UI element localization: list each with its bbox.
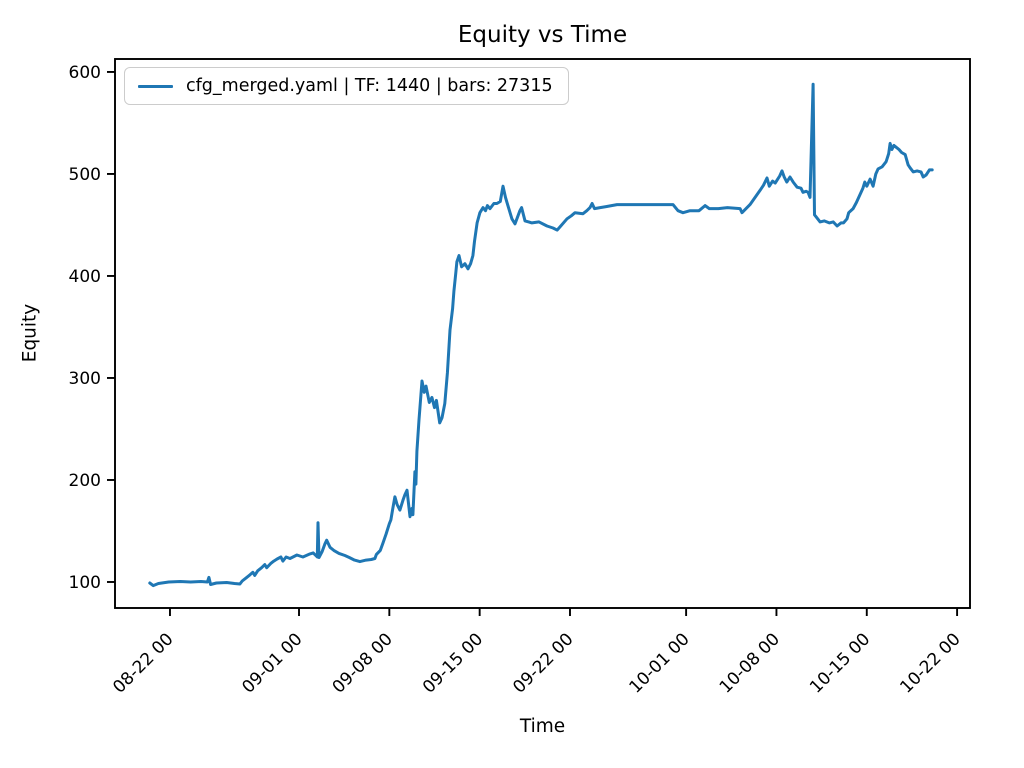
equity-line: [148, 82, 934, 588]
y-axis-label: Equity: [19, 303, 41, 363]
chart-title: Equity vs Time: [457, 22, 628, 48]
y-tick-label: 200: [69, 471, 101, 491]
x-tick-label: 10-01 00: [625, 629, 693, 697]
y-tick-label: 300: [69, 369, 101, 389]
legend: cfg_merged.yaml | TF: 1440 | bars: 27315: [124, 67, 569, 105]
x-tick-label: 08-22 00: [109, 629, 177, 697]
y-tick-label: 400: [69, 267, 101, 287]
x-tick-label: 09-22 00: [509, 629, 577, 697]
y-tick-label: 100: [69, 573, 101, 593]
x-tick-label: 10-22 00: [896, 629, 964, 697]
x-tick-label: 10-15 00: [806, 629, 874, 697]
legend-label: cfg_merged.yaml | TF: 1440 | bars: 27315: [186, 76, 553, 96]
x-tick-label: 09-15 00: [419, 629, 487, 697]
legend-line-sample: [138, 84, 173, 88]
x-tick-label: 09-08 00: [329, 629, 397, 697]
y-tick-label: 600: [69, 63, 101, 83]
x-tick-label: 10-08 00: [716, 629, 784, 697]
x-axis-label: Time: [519, 716, 566, 737]
x-tick-label: 09-01 00: [238, 629, 306, 697]
axis-frame: [114, 58, 971, 609]
y-tick-label: 500: [69, 165, 101, 185]
